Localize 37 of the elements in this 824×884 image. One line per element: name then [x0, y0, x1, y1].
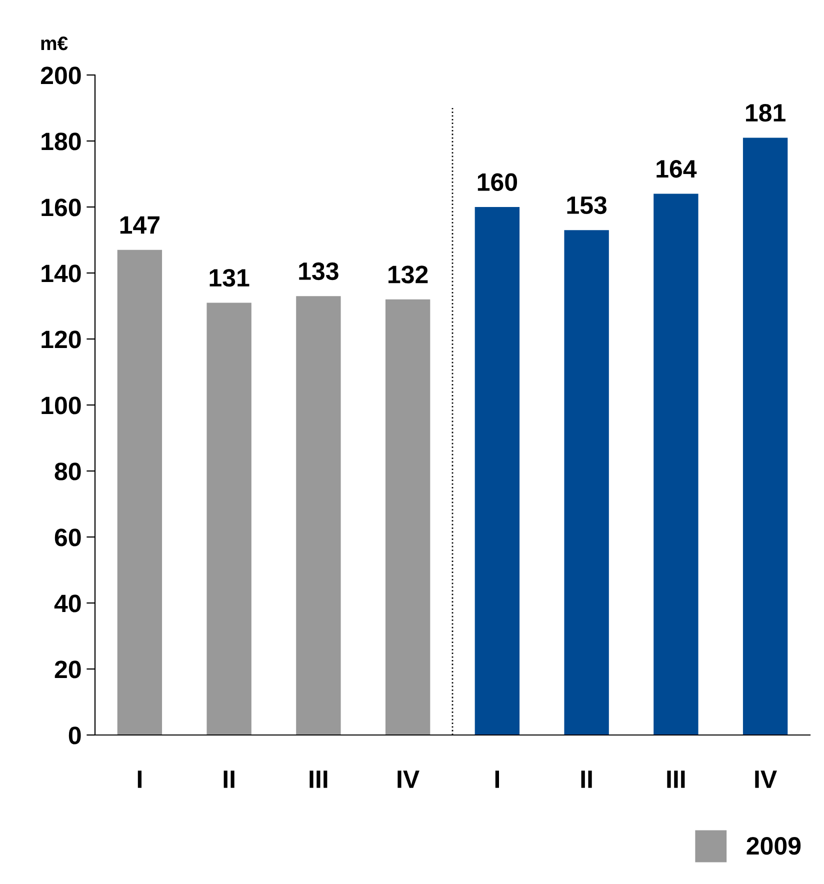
bar — [474, 207, 520, 735]
y-tick-label: 140 — [42, 264, 81, 282]
bar — [117, 250, 162, 735]
x-tick-label: IV — [755, 770, 777, 788]
bar — [206, 302, 252, 735]
y-tick-label: 200 — [40, 66, 81, 84]
y-tick-label: 0 — [68, 726, 81, 744]
y-tick-label: 80 — [54, 462, 81, 480]
bar — [742, 138, 788, 735]
y-tick-label: 20 — [54, 660, 81, 678]
data-label: 133 — [299, 262, 338, 280]
data-label: 132 — [388, 266, 428, 284]
y-tick-label: 120 — [42, 330, 81, 348]
y-tick-label: 160 — [42, 198, 81, 216]
bar — [564, 230, 609, 735]
y-tick-label: 100 — [42, 396, 81, 414]
x-tick-label: IV — [398, 770, 420, 788]
bar — [296, 296, 341, 735]
data-label: 147 — [120, 216, 160, 234]
y-tick-label: 40 — [54, 594, 81, 612]
x-tick-label: I — [495, 770, 499, 788]
bar — [385, 299, 430, 735]
x-tick-label: III — [667, 770, 685, 788]
x-tick-label: I — [138, 770, 142, 788]
data-label: 164 — [656, 160, 697, 178]
x-tick-label: II — [224, 770, 234, 788]
data-label: 131 — [210, 268, 250, 287]
legend-label: 2009 — [746, 837, 801, 855]
y-tick-label: 60 — [54, 528, 81, 546]
y-axis-title: m€ — [41, 36, 68, 50]
x-tick-label: II — [581, 770, 592, 788]
x-tick-label: III — [310, 770, 328, 788]
data-label: 160 — [478, 173, 518, 191]
y-tick-label: 180 — [42, 132, 81, 150]
data-label: 181 — [746, 104, 786, 122]
bar — [654, 194, 698, 735]
data-label: 153 — [567, 196, 607, 214]
